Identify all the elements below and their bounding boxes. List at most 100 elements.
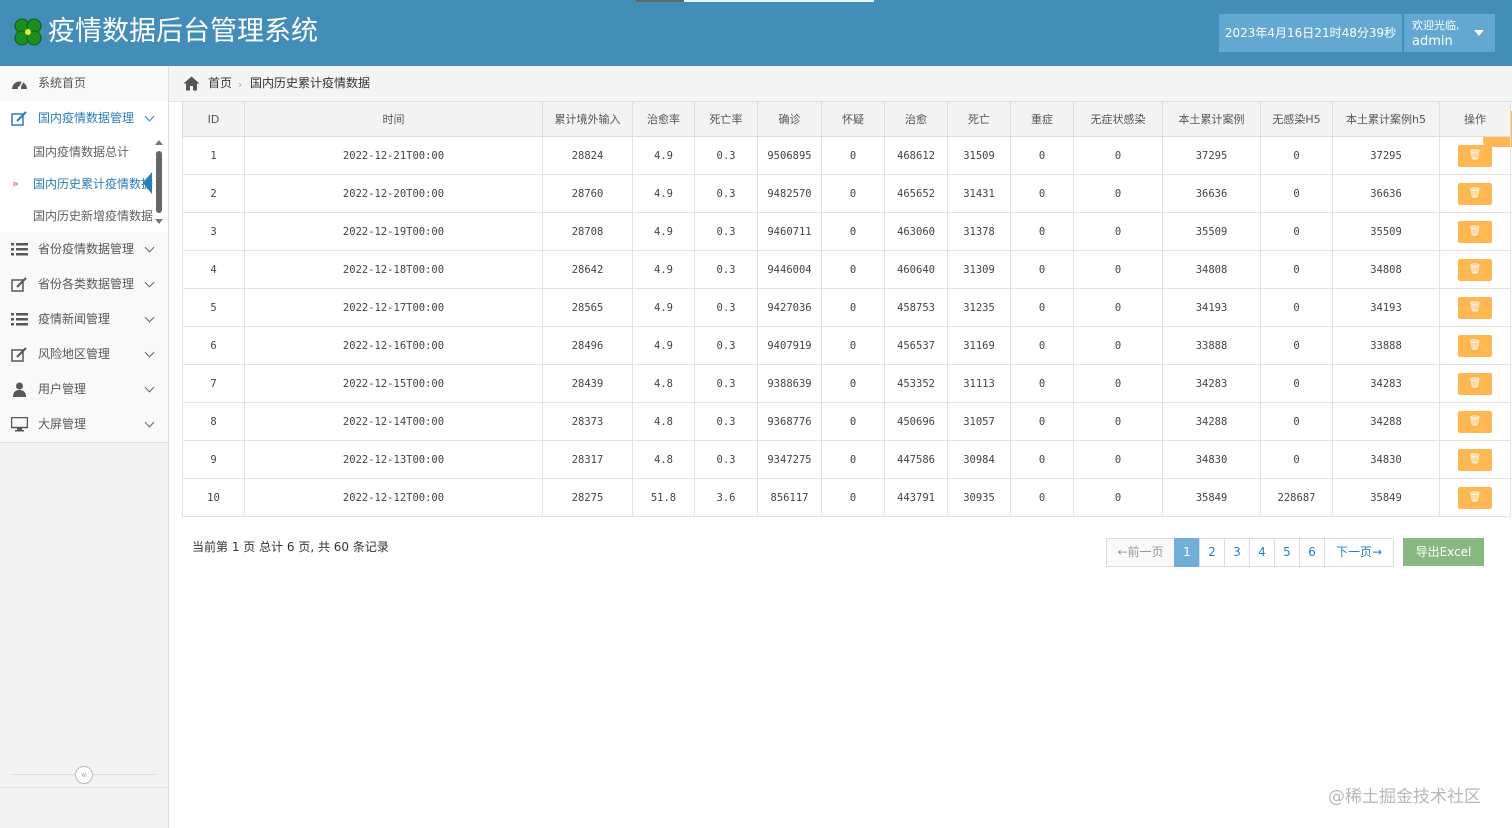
trash-icon: 🗑 bbox=[1468, 453, 1482, 465]
page-button-4[interactable]: 4 bbox=[1249, 538, 1275, 567]
table-cell: 2022-12-20T00:00 bbox=[244, 174, 543, 213]
table-cell: 4 bbox=[182, 250, 245, 289]
table-cell: 2022-12-19T00:00 bbox=[244, 212, 543, 251]
delete-button[interactable]: 🗑 bbox=[1458, 220, 1492, 243]
table-cell: 0.3 bbox=[694, 136, 758, 175]
trash-icon: 🗑 bbox=[1468, 225, 1482, 237]
sidebar-item-province[interactable]: 省份疫情数据管理 bbox=[0, 232, 168, 268]
scroll-thumb[interactable] bbox=[156, 151, 162, 213]
table-cell: 9482570 bbox=[757, 174, 822, 213]
edit-icon bbox=[11, 347, 28, 362]
sidebar-item-domestic[interactable]: 国内疫情数据管理 bbox=[0, 101, 168, 137]
table-cell: 2022-12-14T00:00 bbox=[244, 402, 543, 441]
submenu-item-history-new[interactable]: 国内历史新增疫情数据 bbox=[0, 200, 156, 232]
app-title: 疫情数据后台管理系统 bbox=[48, 16, 318, 47]
table-cell: 0 bbox=[1010, 174, 1074, 213]
delete-button[interactable]: 🗑 bbox=[1458, 334, 1492, 357]
next-page-button[interactable]: 下一页→ bbox=[1324, 538, 1394, 567]
table-cell: 0 bbox=[821, 440, 885, 479]
table-cell: 453352 bbox=[884, 364, 948, 403]
table-cell: 10 bbox=[182, 478, 245, 517]
prev-page-button[interactable]: ←前一页 bbox=[1106, 538, 1175, 567]
sidebar-item-label: 大屏管理 bbox=[38, 417, 87, 431]
table-cell: 31431 bbox=[947, 174, 1011, 213]
column-header: 无症状感染 bbox=[1073, 101, 1163, 137]
list-icon bbox=[11, 242, 28, 257]
delete-button[interactable]: 🗑 bbox=[1458, 448, 1492, 471]
breadcrumb-home-link[interactable]: 首页 bbox=[208, 76, 233, 90]
user-menu[interactable]: 欢迎光临, admin bbox=[1404, 14, 1495, 52]
table-cell: 4.8 bbox=[632, 364, 695, 403]
top-tab-strip bbox=[636, 0, 874, 2]
table-cell: 443791 bbox=[884, 478, 948, 517]
sidebar-collapse-icon[interactable]: « bbox=[75, 766, 93, 784]
table-cell: 9506895 bbox=[757, 136, 822, 175]
submenu-item-total[interactable]: 国内疫情数据总计 bbox=[0, 136, 156, 168]
table-cell: 8 bbox=[182, 402, 245, 441]
table-cell: 0 bbox=[821, 402, 885, 441]
table-cell: 0 bbox=[1260, 288, 1333, 327]
table-cell: 0 bbox=[1010, 478, 1074, 517]
trash-icon: 🗑 bbox=[1468, 339, 1482, 351]
top-tab-strip-active bbox=[636, 0, 684, 2]
export-excel-button[interactable]: 导出Excel bbox=[1403, 538, 1484, 566]
table-cell: 34288 bbox=[1332, 402, 1440, 441]
table-cell: 0.3 bbox=[694, 212, 758, 251]
page-button-3[interactable]: 3 bbox=[1224, 538, 1250, 567]
sidebar-item-label: 国内疫情数据管理 bbox=[38, 111, 135, 125]
column-header: 确诊 bbox=[757, 101, 822, 137]
sidebar-item-label: 省份各类数据管理 bbox=[38, 277, 135, 291]
table-cell: 0 bbox=[1073, 174, 1163, 213]
sidebar-item-news[interactable]: 疫情新闻管理 bbox=[0, 302, 168, 338]
sidebar-scrollbar[interactable] bbox=[155, 140, 163, 224]
table-cell: 4.9 bbox=[632, 250, 695, 289]
sidebar-item-province-category[interactable]: 省份各类数据管理 bbox=[0, 267, 168, 303]
delete-button[interactable]: 🗑 bbox=[1458, 144, 1492, 167]
table-cell: 0 bbox=[1260, 174, 1333, 213]
page-button-6[interactable]: 6 bbox=[1299, 538, 1325, 567]
home-icon bbox=[183, 76, 200, 95]
user-icon bbox=[11, 382, 28, 397]
delete-button[interactable]: 🗑 bbox=[1458, 182, 1492, 205]
delete-button[interactable]: 🗑 bbox=[1458, 486, 1492, 509]
chevron-down-icon bbox=[144, 111, 155, 122]
table-cell: 0 bbox=[1260, 402, 1333, 441]
delete-button[interactable]: 🗑 bbox=[1458, 372, 1492, 395]
table-cell: 856117 bbox=[757, 478, 822, 517]
page-button-2[interactable]: 2 bbox=[1199, 538, 1225, 567]
edit-icon bbox=[11, 277, 28, 292]
table-cell: 4.9 bbox=[632, 136, 695, 175]
list-icon bbox=[11, 312, 28, 327]
table-cell: 37295 bbox=[1162, 136, 1261, 175]
sidebar-item-home[interactable]: 系统首页 bbox=[0, 66, 168, 102]
welcome-text: 欢迎光临, bbox=[1412, 19, 1460, 32]
column-header: 死亡率 bbox=[694, 101, 758, 137]
table-row: 5 2022-12-17T00:00 28565 4.9 0.3 9427036 0 4587… bbox=[182, 288, 1511, 327]
table-cell: 31235 bbox=[947, 288, 1011, 327]
table-cell: 35509 bbox=[1162, 212, 1261, 251]
scroll-down-icon[interactable] bbox=[155, 219, 163, 224]
table-row: 9 2022-12-13T00:00 28317 4.8 0.3 9347275 0 4475… bbox=[182, 440, 1511, 479]
table-cell: 0 bbox=[1073, 326, 1163, 365]
submenu-item-history-cumulative[interactable]: » 国内历史累计疫情数据 bbox=[0, 168, 156, 200]
sidebar-item-bigscreen[interactable]: 大屏管理 bbox=[0, 407, 168, 443]
table-cell: 0 bbox=[1260, 136, 1333, 175]
column-header: 时间 bbox=[244, 101, 543, 137]
action-cell: 🗑 bbox=[1439, 250, 1511, 289]
page-button-1[interactable]: 1 bbox=[1174, 538, 1200, 567]
active-pointer-icon bbox=[143, 172, 152, 194]
delete-button[interactable]: 🗑 bbox=[1458, 296, 1492, 319]
breadcrumb-current: 国内历史累计疫情数据 bbox=[250, 76, 371, 90]
delete-button[interactable]: 🗑 bbox=[1458, 410, 1492, 433]
table-cell: 460640 bbox=[884, 250, 948, 289]
sidebar-item-users[interactable]: 用户管理 bbox=[0, 372, 168, 408]
table-cell: 3 bbox=[182, 212, 245, 251]
table-cell: 2022-12-16T00:00 bbox=[244, 326, 543, 365]
table-cell: 4.8 bbox=[632, 402, 695, 441]
table-cell: 4.9 bbox=[632, 174, 695, 213]
table-cell: 3.6 bbox=[694, 478, 758, 517]
sidebar-item-risk-area[interactable]: 风险地区管理 bbox=[0, 337, 168, 373]
page-button-5[interactable]: 5 bbox=[1274, 538, 1300, 567]
delete-button[interactable]: 🗑 bbox=[1458, 258, 1492, 281]
scroll-up-icon[interactable] bbox=[155, 140, 163, 145]
